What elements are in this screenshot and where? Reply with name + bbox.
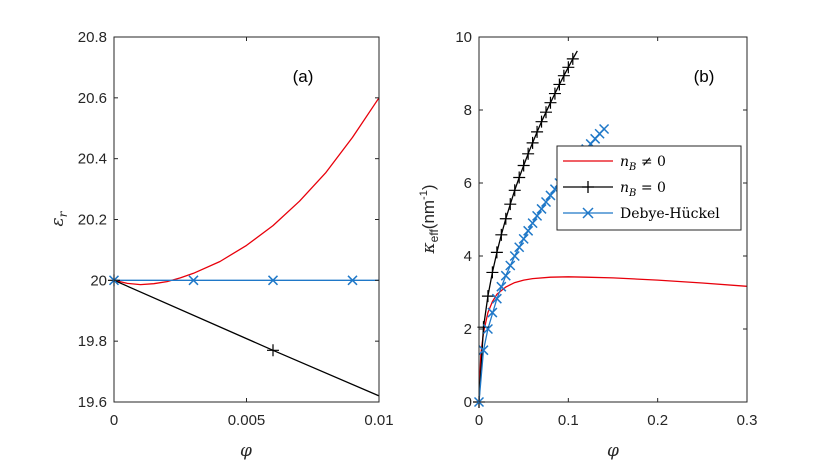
- panel-b-marker-plus: [562, 61, 575, 74]
- panel-b-ylabel: κeff(nm-1): [418, 184, 441, 254]
- panel-b-xtick-label: 0.1: [558, 412, 579, 429]
- legend-entry-2-rel: = 0: [636, 180, 666, 196]
- panel-b-marker-x: [523, 225, 534, 236]
- panel-b-marker-plus: [557, 69, 570, 82]
- panel-b-marker-x: [536, 203, 547, 214]
- panel-a-marker-plus: [267, 344, 279, 357]
- panel-a-xtick-label: 0.01: [364, 412, 393, 429]
- panel-b-marker-x: [527, 218, 538, 229]
- panel-a-ytick-label: 19.6: [78, 394, 107, 411]
- panel-a-ylabel-symbol: ε: [48, 217, 68, 226]
- panel-b-ytick-label: 4: [464, 248, 472, 265]
- legend-entry-1-sub: B: [628, 162, 636, 173]
- panel-b-marker-x: [500, 270, 511, 281]
- panel-a-series-line-0: [113, 97, 380, 286]
- panel-b-marker-plus: [526, 136, 539, 149]
- panel-b-marker-x: [509, 250, 520, 262]
- panel-b-marker-x: [505, 260, 516, 271]
- panel-b-ticks: 0 0.1 0.2 0.3 0 2 4 6 8 10: [455, 29, 757, 429]
- panel-a-marker-x: [188, 275, 199, 286]
- panel-b-ylabel-symbol: κ: [419, 242, 439, 254]
- panel-a-ytick-label: 20: [90, 272, 107, 289]
- panel-b-marker-plus: [486, 266, 499, 279]
- panel-a-ticks: 0 0.005 0.01 19.6 19.8 20 20.2 20.4 20.6 20.8: [78, 29, 394, 429]
- panel-b-marker-x: [496, 281, 507, 292]
- panel-b-marker-plus: [522, 147, 535, 160]
- panel-b-marker-x: [478, 345, 489, 356]
- panel-b-xtick-label: 0.3: [737, 412, 758, 429]
- panel-a-ylabel: εr: [48, 210, 70, 226]
- panel-b-marker-plus: [481, 290, 494, 303]
- panel-a-ytick-label: 20.6: [78, 90, 107, 107]
- panel-b-marker-plus: [535, 115, 548, 128]
- panel-b-marker-plus: [490, 246, 503, 259]
- panel-b-ytick-label: 6: [464, 175, 472, 192]
- panel-b-marker-plus: [544, 96, 557, 109]
- panel-b-marker-plus: [517, 159, 530, 172]
- panel-b-ytick-label: 10: [455, 29, 472, 46]
- panel-b-axes-box: [478, 36, 748, 403]
- panel-a-ytick-label: 20.4: [78, 151, 107, 168]
- panel-a: 0 0.005 0.01 19.6 19.8 20 20.2 20.4 20.6 20.8 (a)…: [48, 29, 394, 461]
- panel-b-marker-x: [491, 293, 502, 304]
- panel-b-ylabel-close: ): [419, 184, 438, 190]
- legend-entry-2-sub: B: [628, 188, 636, 199]
- legend-entry-1-rel: ≠ 0: [636, 154, 666, 170]
- legend-entry-3: Debye-Hückel: [620, 206, 720, 222]
- panel-b-ylabel-sub: eff: [427, 229, 441, 243]
- panel-a-plot-area: [114, 37, 379, 402]
- panel-b-marker-x: [514, 242, 525, 253]
- panel-a-ytick-label: 20.8: [78, 29, 107, 46]
- panel-a-xtick-label: 0.005: [228, 412, 266, 429]
- panel-a-label: (a): [293, 67, 314, 86]
- panel-b-marker-plus: [508, 184, 521, 197]
- legend-plus-marker: [582, 181, 594, 193]
- panel-b-marker-x: [540, 196, 552, 208]
- panel-b-marker-x: [599, 123, 610, 135]
- panel-b-label: (b): [694, 67, 715, 86]
- legend-entry-1: nB ≠ 0: [620, 154, 666, 173]
- panel-b-marker-plus: [540, 106, 552, 119]
- panel-b-marker-plus: [504, 198, 517, 211]
- legend: nB ≠ 0 nB = 0 Debye-Hückel: [556, 145, 742, 231]
- legend-entry-2-base: n: [620, 180, 629, 196]
- panel-b-marker-plus: [495, 228, 508, 241]
- panel-b-ytick-label: 8: [464, 102, 472, 119]
- panel-b-xlabel: φ: [607, 441, 619, 461]
- legend-entry-2: nB = 0: [620, 180, 666, 199]
- panel-b-marker-plus: [548, 87, 561, 100]
- panel-b-xtick-label: 0.2: [647, 412, 668, 429]
- panel-b-marker-x: [482, 323, 493, 335]
- panel-b-marker-plus: [553, 78, 566, 91]
- panel-b-marker-x: [518, 233, 529, 244]
- panel-a-marker-x: [347, 275, 358, 286]
- panel-b-ytick-label: 0: [464, 394, 472, 411]
- panel-a-ytick-label: 20.2: [78, 212, 107, 229]
- panel-a-ylabel-sub: r: [56, 210, 70, 217]
- panel-a-ytick-label: 19.8: [78, 333, 107, 350]
- panel-a-xtick-label: 0: [110, 412, 118, 429]
- panel-b-ylabel-unit: (nm: [419, 200, 438, 229]
- panel-b-marker-x: [532, 210, 543, 221]
- panel-b-marker-plus: [499, 212, 512, 225]
- panel-b-marker-x: [487, 307, 498, 318]
- panel-b-marker-plus: [566, 52, 579, 65]
- legend-x-marker: [582, 207, 594, 219]
- panel-b-marker-plus: [513, 171, 526, 184]
- panel-b-ytick-label: 2: [464, 321, 472, 338]
- panel-b-series-line-0: [478, 276, 748, 403]
- panel-b-xtick-label: 0: [475, 412, 483, 429]
- legend-entry-1-base: n: [620, 154, 629, 170]
- panel-b-marker-plus: [531, 125, 544, 138]
- panel-b-ylabel-exp: -1: [418, 190, 430, 200]
- panel-a-marker-x: [267, 275, 279, 286]
- panel-b-marker-x: [545, 190, 556, 201]
- panel-a-xlabel: φ: [240, 441, 252, 461]
